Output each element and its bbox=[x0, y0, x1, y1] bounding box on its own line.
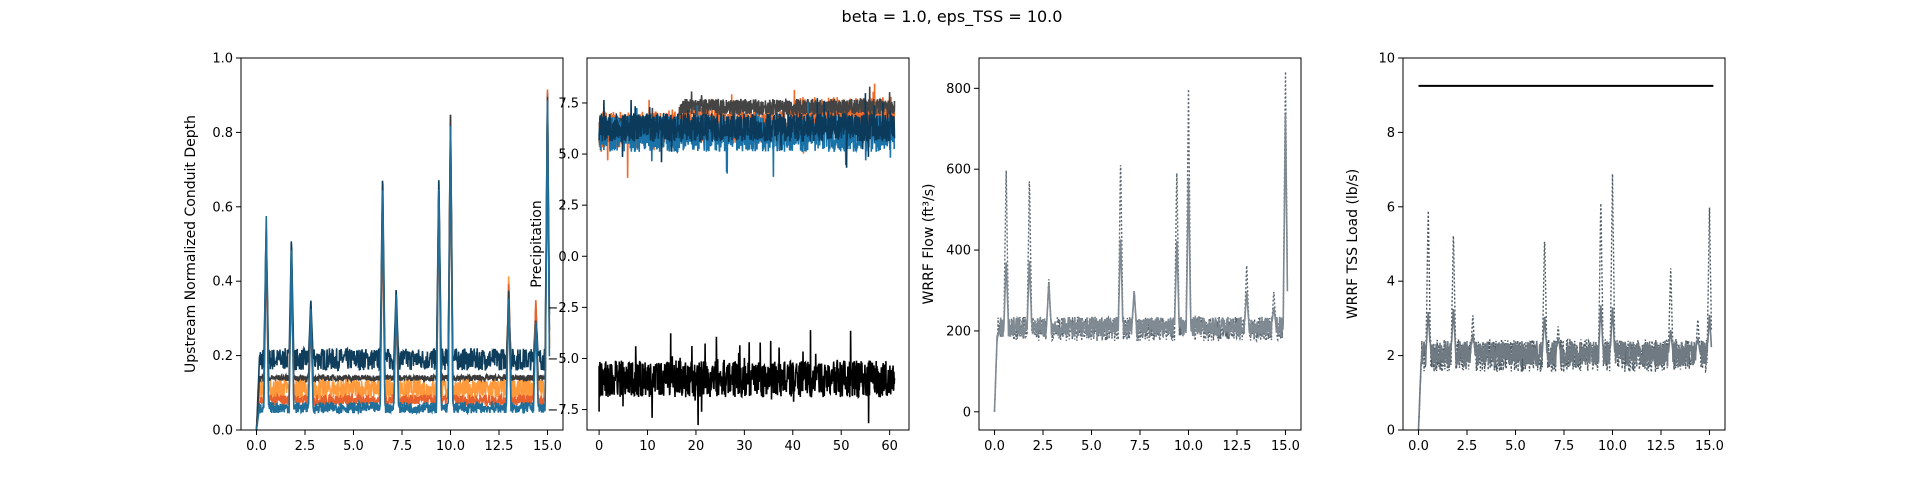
x-tick-label: 0.0 bbox=[1408, 439, 1429, 454]
axes-frame bbox=[978, 57, 1302, 431]
y-tick-label: 400 bbox=[946, 244, 971, 259]
y-tick-label: 0.2 bbox=[212, 349, 233, 364]
series-line-1 bbox=[255, 92, 551, 430]
series-group bbox=[598, 83, 896, 426]
panel-4: 0.0 2.5 5.0 7.5 10.0 12.5 15.0 0 2 4 6 8 10 WRRF TSS … bbox=[1345, 52, 1726, 454]
x-tick-label: 2.5 bbox=[1033, 439, 1054, 454]
x-tick-label: 0.0 bbox=[984, 439, 1005, 454]
x-tick-label: 40 bbox=[785, 439, 802, 454]
x-tick-label: 15.0 bbox=[1271, 439, 1300, 454]
y-tick-label: 0.6 bbox=[212, 200, 233, 215]
x-tick-label: 2.5 bbox=[295, 439, 316, 454]
axes-frame bbox=[586, 57, 910, 431]
x-tick-label: 20 bbox=[688, 439, 705, 454]
y-tick-label: 0 bbox=[1387, 424, 1395, 439]
series-line-1 bbox=[993, 71, 1289, 412]
series-line-5 bbox=[598, 330, 896, 426]
panel-1: 0.0 2.5 5.0 7.5 10.0 12.5 15.0 0.0 0.2 0.4 0.6 0.8 1… bbox=[183, 52, 564, 454]
y-tick-label: 7.5 bbox=[558, 96, 579, 111]
x-tick-label: 60 bbox=[881, 439, 898, 454]
series-group bbox=[1417, 84, 1714, 430]
y-tick-label: 4 bbox=[1387, 275, 1395, 290]
y-tick-label: 0 bbox=[963, 405, 971, 420]
x-tick-label: 2.5 bbox=[1457, 439, 1478, 454]
x-tick-label: 30 bbox=[736, 439, 753, 454]
y-tick-label: 0.8 bbox=[212, 126, 233, 141]
y-tick-label: 1.0 bbox=[212, 52, 233, 67]
y-tick-label: 2.5 bbox=[558, 199, 579, 214]
panels: 0.0 2.5 5.0 7.5 10.0 12.5 15.0 0.0 0.2 0.4 0.6 0.8 1… bbox=[183, 52, 1726, 454]
x-tick-label: 7.5 bbox=[1130, 439, 1151, 454]
x-tick-label: 15.0 bbox=[533, 439, 562, 454]
x-tick-label: 10.0 bbox=[1174, 439, 1203, 454]
y-tick-label: 200 bbox=[946, 324, 971, 339]
y-axis-label: WRRF TSS Load (lb/s) bbox=[1345, 169, 1361, 319]
figure-title: beta = 1.0, eps_TSS = 10.0 bbox=[842, 7, 1063, 27]
y-tick-label: 0.0 bbox=[558, 250, 579, 265]
y-tick-label: 2 bbox=[1387, 349, 1395, 364]
y-tick-label: −2.5 bbox=[547, 301, 579, 316]
series-line-1 bbox=[1417, 173, 1713, 430]
y-axis-label: Upstream Normalized Conduit Depth bbox=[183, 115, 199, 373]
y-axis-label: WRRF Flow (ft³/s) bbox=[921, 184, 937, 305]
x-tick-label: 0.0 bbox=[246, 439, 267, 454]
x-tick-label: 5.0 bbox=[343, 439, 364, 454]
series-line-2 bbox=[255, 115, 551, 430]
x-tick-label: 15.0 bbox=[1695, 439, 1724, 454]
x-tick-label: 7.5 bbox=[392, 439, 413, 454]
x-tick-label: 10 bbox=[639, 439, 656, 454]
x-tick-label: 12.5 bbox=[1647, 439, 1676, 454]
series-group bbox=[993, 71, 1289, 412]
x-tick-label: 0 bbox=[595, 439, 603, 454]
axes-frame bbox=[1402, 57, 1726, 431]
series-line-2 bbox=[1417, 305, 1713, 430]
y-tick-label: −5.0 bbox=[547, 352, 579, 367]
y-tick-label: 600 bbox=[946, 163, 971, 178]
series-line-5 bbox=[255, 100, 551, 430]
x-tick-label: 12.5 bbox=[1223, 439, 1252, 454]
panel-2: 0 10 20 30 40 50 60 −7.5 −5.0 −2.5 0.0 2.5 5.0 7.5 Pre… bbox=[529, 57, 910, 454]
series-group bbox=[255, 89, 551, 430]
x-tick-label: 10.0 bbox=[1598, 439, 1627, 454]
y-tick-label: 800 bbox=[946, 82, 971, 97]
series-line-4 bbox=[598, 93, 896, 168]
y-axis-label: Precipitation bbox=[529, 200, 545, 288]
y-tick-label: 6 bbox=[1387, 200, 1395, 215]
y-tick-label: 0.0 bbox=[212, 424, 233, 439]
x-tick-label: 50 bbox=[833, 439, 850, 454]
x-tick-label: 5.0 bbox=[1081, 439, 1102, 454]
x-tick-label: 7.5 bbox=[1554, 439, 1575, 454]
y-tick-label: 8 bbox=[1387, 126, 1395, 141]
series-line-4 bbox=[255, 96, 551, 430]
x-tick-label: 12.5 bbox=[485, 439, 514, 454]
y-tick-label: 0.4 bbox=[212, 275, 233, 290]
panel-3: 0.0 2.5 5.0 7.5 10.0 12.5 15.0 0 200 400 600 800 WRR… bbox=[921, 57, 1302, 454]
x-tick-label: 5.0 bbox=[1505, 439, 1526, 454]
series-line-2 bbox=[993, 113, 1289, 412]
x-tick-label: 10.0 bbox=[436, 439, 465, 454]
y-tick-label: 10 bbox=[1378, 52, 1395, 67]
y-tick-label: 5.0 bbox=[558, 148, 579, 163]
y-tick-label: −7.5 bbox=[547, 403, 579, 418]
